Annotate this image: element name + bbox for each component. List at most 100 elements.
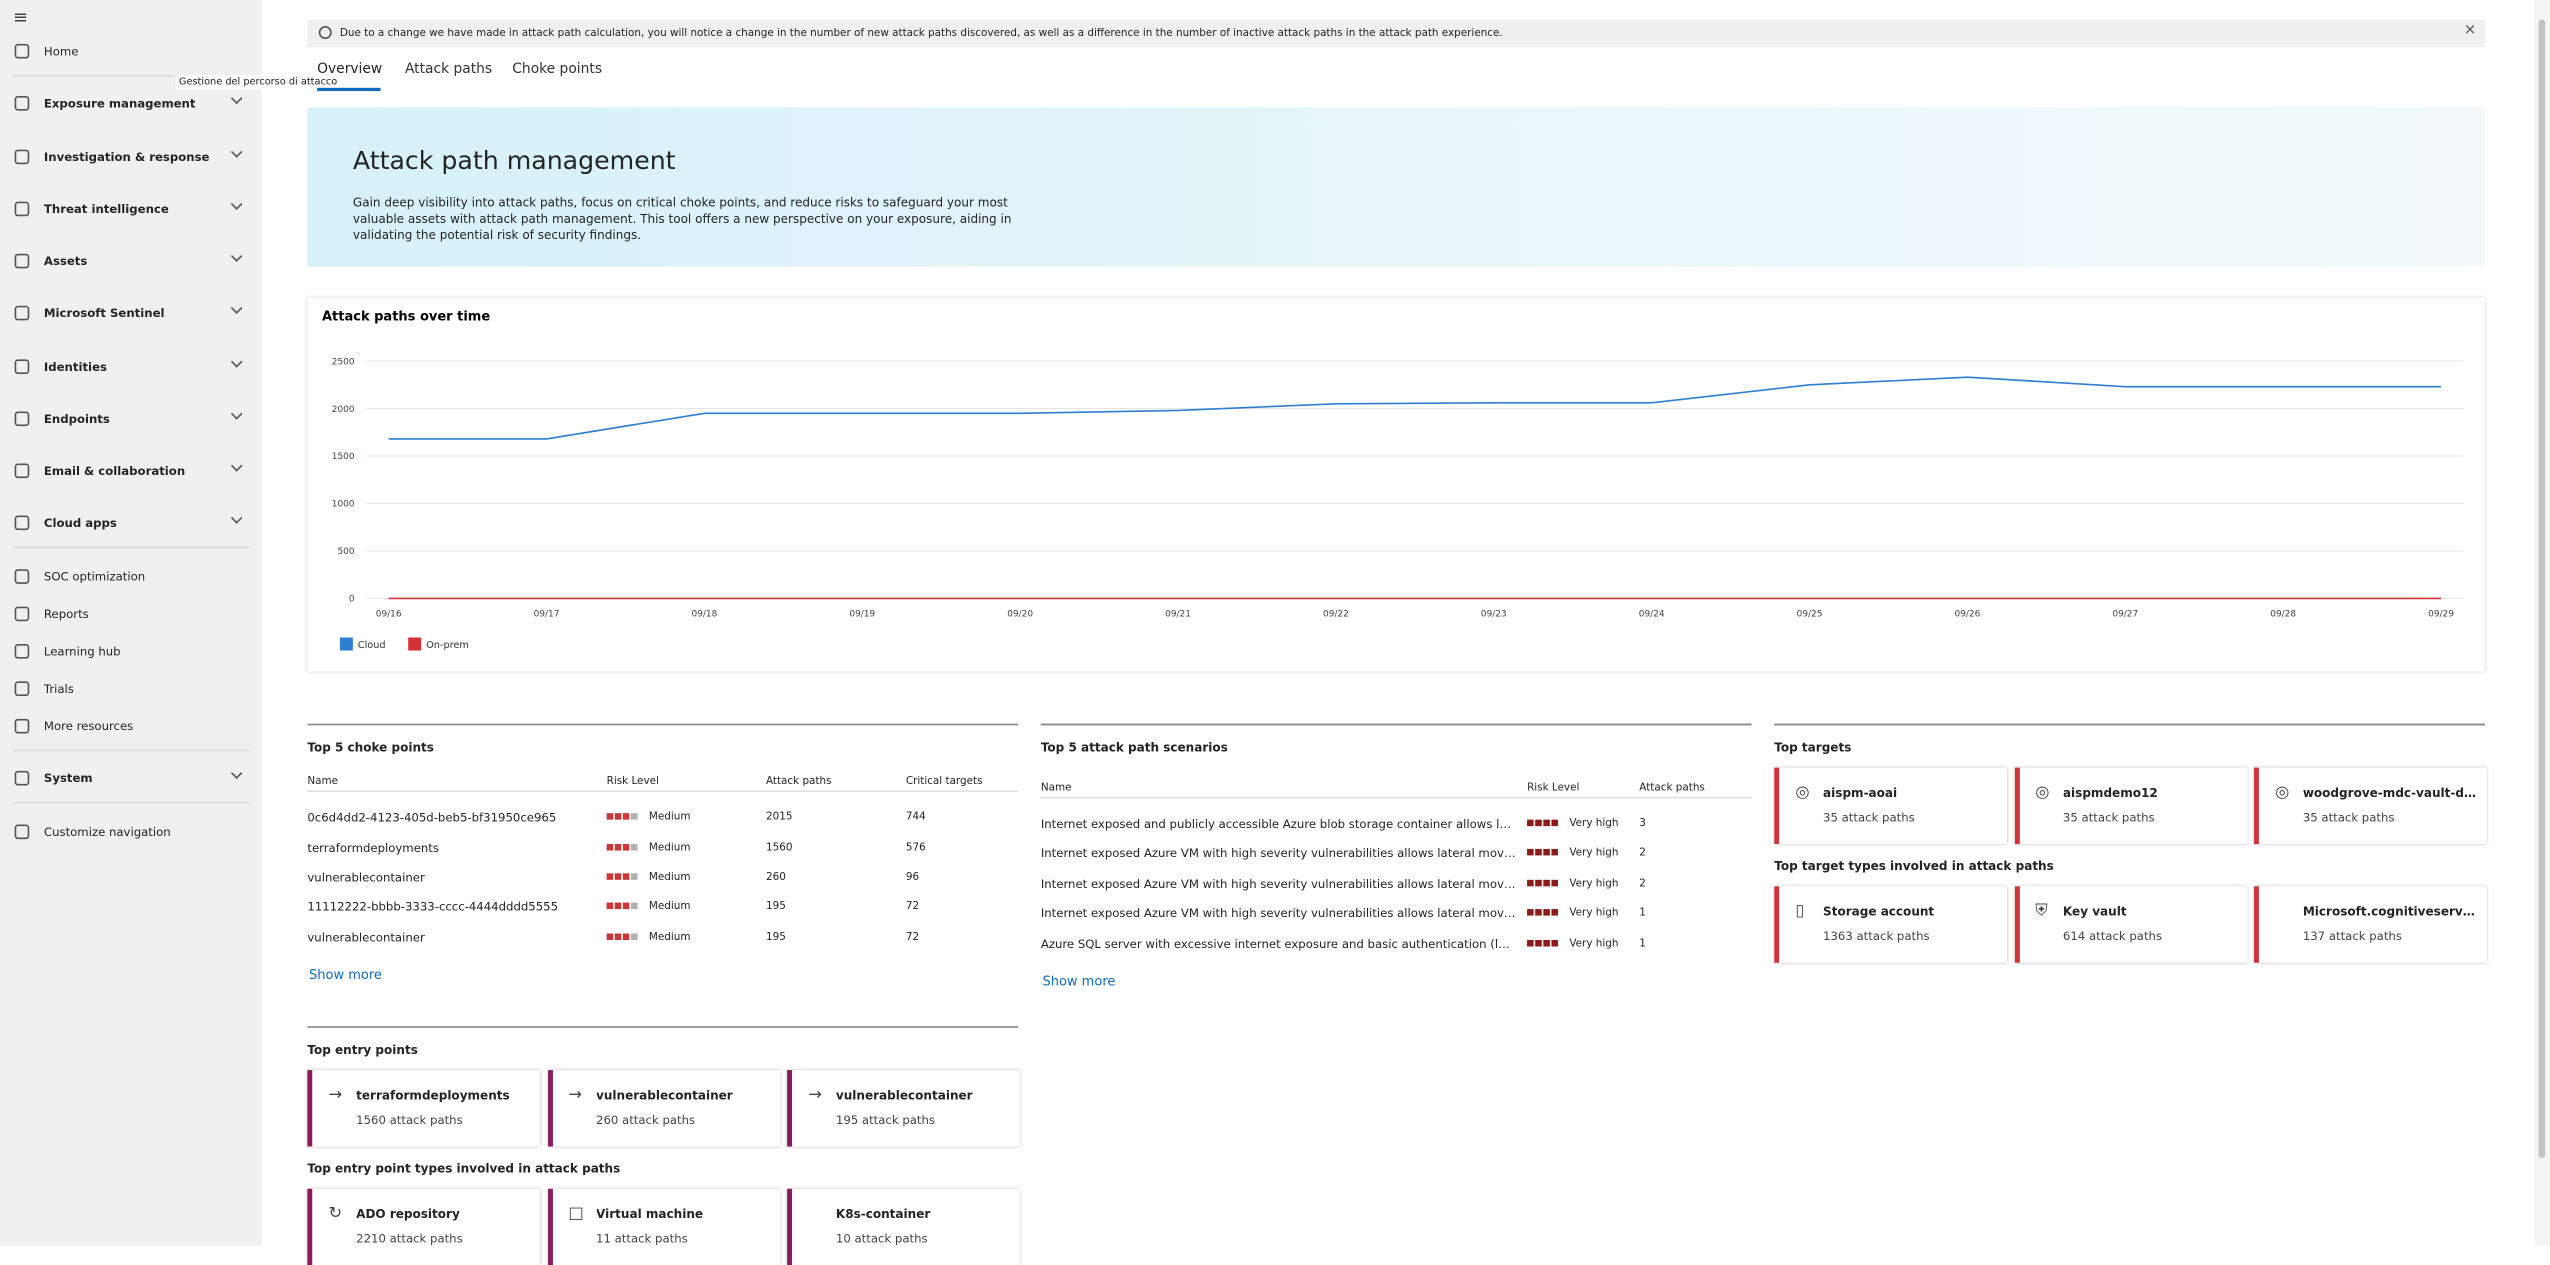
table-row[interactable]: Internet exposed Azure VM with high seve… (1041, 873, 1752, 894)
cell: 260 (765, 870, 786, 884)
close-button[interactable]: × (2463, 22, 2477, 40)
cell: 72 (905, 930, 920, 944)
card-paths: 35 attack paths (2062, 809, 2155, 825)
x-tick-label: 09/19 (849, 609, 875, 619)
nav-label: More resources (43, 718, 134, 734)
card[interactable]: ↻ ADO repository 2210 attack paths (307, 1188, 540, 1265)
legend-swatch (339, 637, 353, 651)
x-tick-label: 09/24 (1639, 609, 1665, 619)
nav-item[interactable]: Endpoints (0, 407, 262, 433)
menu-button[interactable]: ≡ (13, 6, 29, 28)
risk-square (1535, 879, 1542, 887)
cell: Internet exposed and publicly accessible… (1040, 816, 1516, 832)
nav-label: Microsoft Sentinel (43, 305, 165, 321)
nav-label: SOC optimization (43, 569, 146, 584)
column-header: Name (307, 774, 339, 788)
nav-item[interactable]: Cloud apps (0, 511, 262, 537)
card[interactable]: ⛨ Key vault 614 attack paths (2014, 886, 2247, 963)
risk-square (630, 873, 638, 880)
card[interactable]: ◎ aispm-aoai 35 attack paths (1774, 767, 2007, 845)
y-tick-label: 2500 (332, 357, 355, 367)
nav-item[interactable]: Investigation & response (0, 145, 262, 171)
chevron (230, 146, 243, 158)
card-name: aispm-aoai (1823, 785, 1898, 801)
table-row[interactable]: Internet exposed and publicly accessible… (1041, 813, 1752, 834)
show-more-link[interactable]: Show more (1042, 974, 1116, 989)
nav-item[interactable]: More resources (0, 714, 262, 740)
risk-square (622, 873, 630, 880)
nav-item[interactable]: Email & collaboration (0, 459, 262, 485)
nav-icon (14, 770, 30, 786)
nav-item[interactable]: Trials (0, 677, 262, 703)
card[interactable]: Microsoft.cognitiveservices 137 attack pa… (2254, 886, 2487, 963)
card-paths: 195 attack paths (835, 1112, 936, 1128)
table-row[interactable]: terraformdeployments Medium 1560 576 (307, 838, 1018, 859)
x-tick-label: 09/29 (2428, 609, 2454, 619)
card[interactable]: → terraformdeployments 1560 attack paths (307, 1070, 540, 1147)
tab[interactable]: Choke points (512, 61, 603, 79)
nav-label: System (43, 770, 93, 786)
card-icon: → (328, 1086, 343, 1105)
nav-item[interactable]: Reports (0, 602, 262, 628)
header-rule (307, 790, 1019, 792)
risk-square (1543, 939, 1550, 947)
table-row[interactable]: vulnerablecontainer Medium 260 96 (307, 867, 1018, 888)
cell: Internet exposed Azure VM with high seve… (1040, 845, 1516, 861)
card[interactable]: K8s-container 10 attack paths (787, 1188, 1020, 1265)
nav-label: Identities (43, 359, 107, 375)
nav-item[interactable]: Exposure management (0, 91, 262, 117)
card[interactable]: → vulnerablecontainer 260 attack paths (547, 1070, 780, 1147)
nav-divider (13, 546, 249, 549)
table-row[interactable]: vulnerablecontainer Medium 195 72 (307, 927, 1018, 948)
nav-label: Reports (43, 606, 89, 622)
tab-underline (317, 87, 381, 92)
y-tick-label: 0 (349, 595, 355, 605)
cell: 1 (1639, 905, 1646, 919)
nav-label: Endpoints (43, 411, 110, 427)
nav-item[interactable]: Customize navigation (0, 820, 262, 846)
nav-item[interactable]: Home (0, 39, 262, 65)
card[interactable]: ◎ aispmdemo12 35 attack paths (2014, 767, 2247, 845)
x-tick-label: 09/22 (1323, 609, 1349, 619)
y-tick-label: 2000 (332, 405, 355, 415)
cell: 195 (765, 930, 786, 944)
show-more-link[interactable]: Show more (308, 967, 382, 983)
nav-icon (14, 463, 30, 479)
nav-item[interactable]: System (0, 766, 262, 792)
card-name: K8s-container (835, 1206, 931, 1222)
nav-icon (14, 359, 30, 375)
chart-card: Attack paths over time 0 500 1000 1500 2000 25… (307, 297, 2485, 672)
nav-label: Email & collaboration (43, 463, 186, 479)
chevron (230, 302, 243, 314)
nav-item[interactable]: Learning hub (0, 639, 262, 665)
card-name: vulnerablecontainer (596, 1087, 733, 1103)
card[interactable]: □ Virtual machine 11 attack paths (547, 1188, 780, 1265)
nav-icon (14, 606, 30, 622)
risk-square (606, 933, 614, 940)
hero-title: Attack path management (352, 146, 676, 176)
nav-item[interactable]: SOC optimization (0, 564, 262, 590)
nav-item[interactable]: Assets (0, 249, 262, 275)
table-row[interactable]: Internet exposed Azure VM with high seve… (1041, 842, 1752, 863)
nav-item[interactable]: Identities (0, 355, 262, 381)
legend-label: Cloud (358, 640, 386, 651)
table-row[interactable]: Azure SQL server with excessive internet… (1041, 933, 1752, 954)
table-row[interactable]: Internet exposed Azure VM with high seve… (1041, 903, 1752, 924)
card-icon: ▯ (1795, 902, 1805, 921)
card[interactable]: ◎ woodgrove-mdc-vault-demo 35 attack paths (2254, 767, 2487, 845)
table-row[interactable]: 11112222-bbbb-3333-cccc-4444dddd5555 Medi… (307, 896, 1018, 917)
series-line (388, 376, 2442, 440)
scrollbar-thumb[interactable] (2538, 19, 2546, 1158)
card-icon: ◎ (1795, 783, 1810, 802)
cell: 744 (905, 809, 926, 823)
card[interactable]: → vulnerablecontainer 195 attack paths (787, 1070, 1020, 1147)
card[interactable]: ▯ Storage account 1363 attack paths (1774, 886, 2007, 963)
nav-item[interactable]: Threat intelligence (0, 197, 262, 223)
risk-square (1535, 939, 1542, 947)
nav-item[interactable]: Microsoft Sentinel (0, 301, 262, 327)
card-name: vulnerablecontainer (835, 1087, 973, 1103)
table-row[interactable]: 0c6d4dd2-4123-405d-beb5-bf31950ce965 Medi… (307, 807, 1018, 828)
tab[interactable]: Attack paths (404, 61, 493, 79)
risk-square (622, 902, 630, 910)
tab[interactable]: Overview (317, 61, 383, 79)
